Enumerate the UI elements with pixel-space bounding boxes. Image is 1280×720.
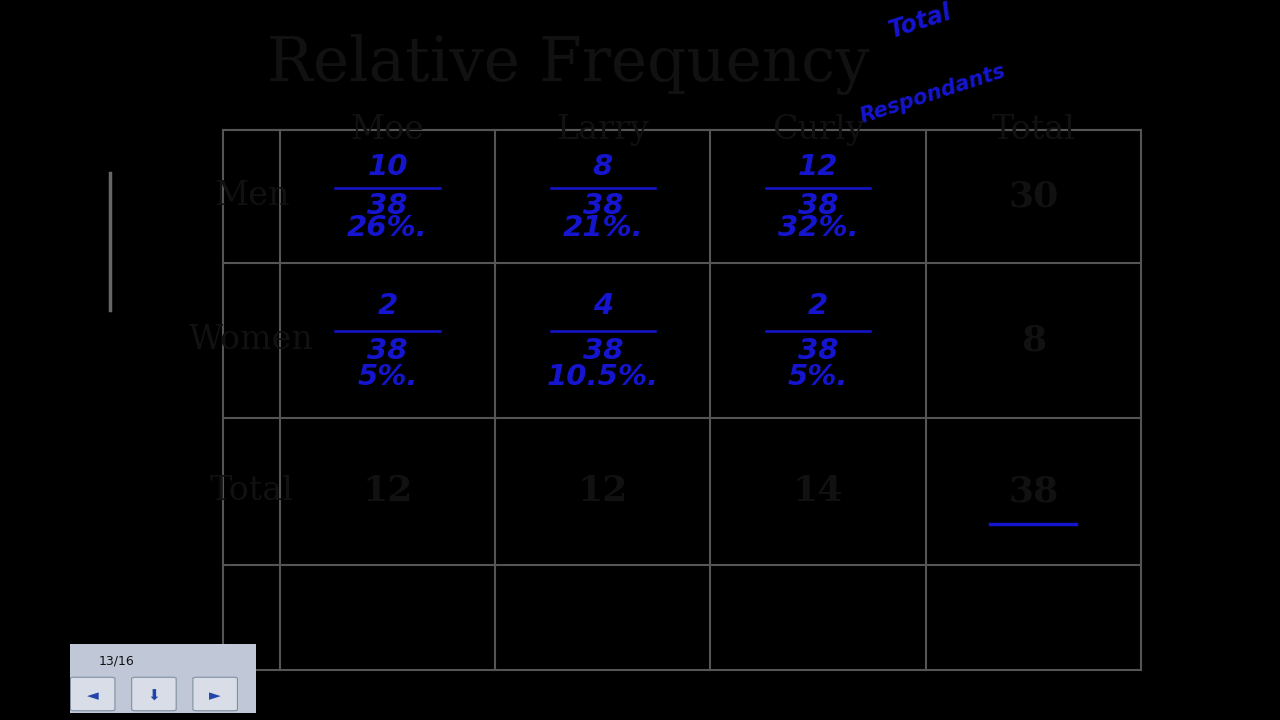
Text: 2: 2 [808,292,828,320]
Text: 38: 38 [797,337,838,365]
Text: ◄: ◄ [87,688,99,703]
Text: Total: Total [210,475,293,508]
Text: 4: 4 [593,292,613,320]
Text: 5%.: 5%. [357,364,417,392]
Text: 8: 8 [1020,323,1046,357]
Text: Men: Men [214,180,289,212]
FancyBboxPatch shape [193,678,238,711]
FancyBboxPatch shape [61,641,265,716]
Text: 32%.: 32%. [778,214,859,242]
Text: ⬇: ⬇ [147,688,160,703]
Text: 12: 12 [797,153,838,181]
Text: 10.5%.: 10.5%. [547,364,659,392]
Text: 5%.: 5%. [787,364,849,392]
Text: 12: 12 [577,474,628,508]
Text: Total: Total [886,0,955,43]
Text: 8: 8 [593,153,613,181]
Text: Larry: Larry [557,114,649,145]
Text: 12: 12 [362,474,412,508]
Text: 38: 38 [367,337,408,365]
FancyBboxPatch shape [132,678,177,711]
Text: 26%.: 26%. [347,214,428,242]
Text: 2: 2 [378,292,398,320]
Text: Women: Women [189,324,314,356]
Text: Curly: Curly [772,114,864,145]
Text: 38: 38 [1009,474,1059,508]
Text: 13/16: 13/16 [99,655,134,668]
FancyBboxPatch shape [70,678,115,711]
Text: Moe: Moe [351,114,425,145]
Text: 10: 10 [367,153,408,181]
Text: 14: 14 [792,474,844,508]
Text: Respondants: Respondants [858,60,1009,127]
Text: 38: 38 [582,337,623,365]
Text: 30: 30 [1009,179,1059,213]
Text: 21%.: 21%. [562,214,643,242]
Text: 38: 38 [797,192,838,220]
Text: Total: Total [991,114,1075,145]
Text: Relative Frequency: Relative Frequency [268,35,870,95]
Text: ►: ► [210,688,221,703]
Text: 38: 38 [367,192,408,220]
Text: 38: 38 [582,192,623,220]
